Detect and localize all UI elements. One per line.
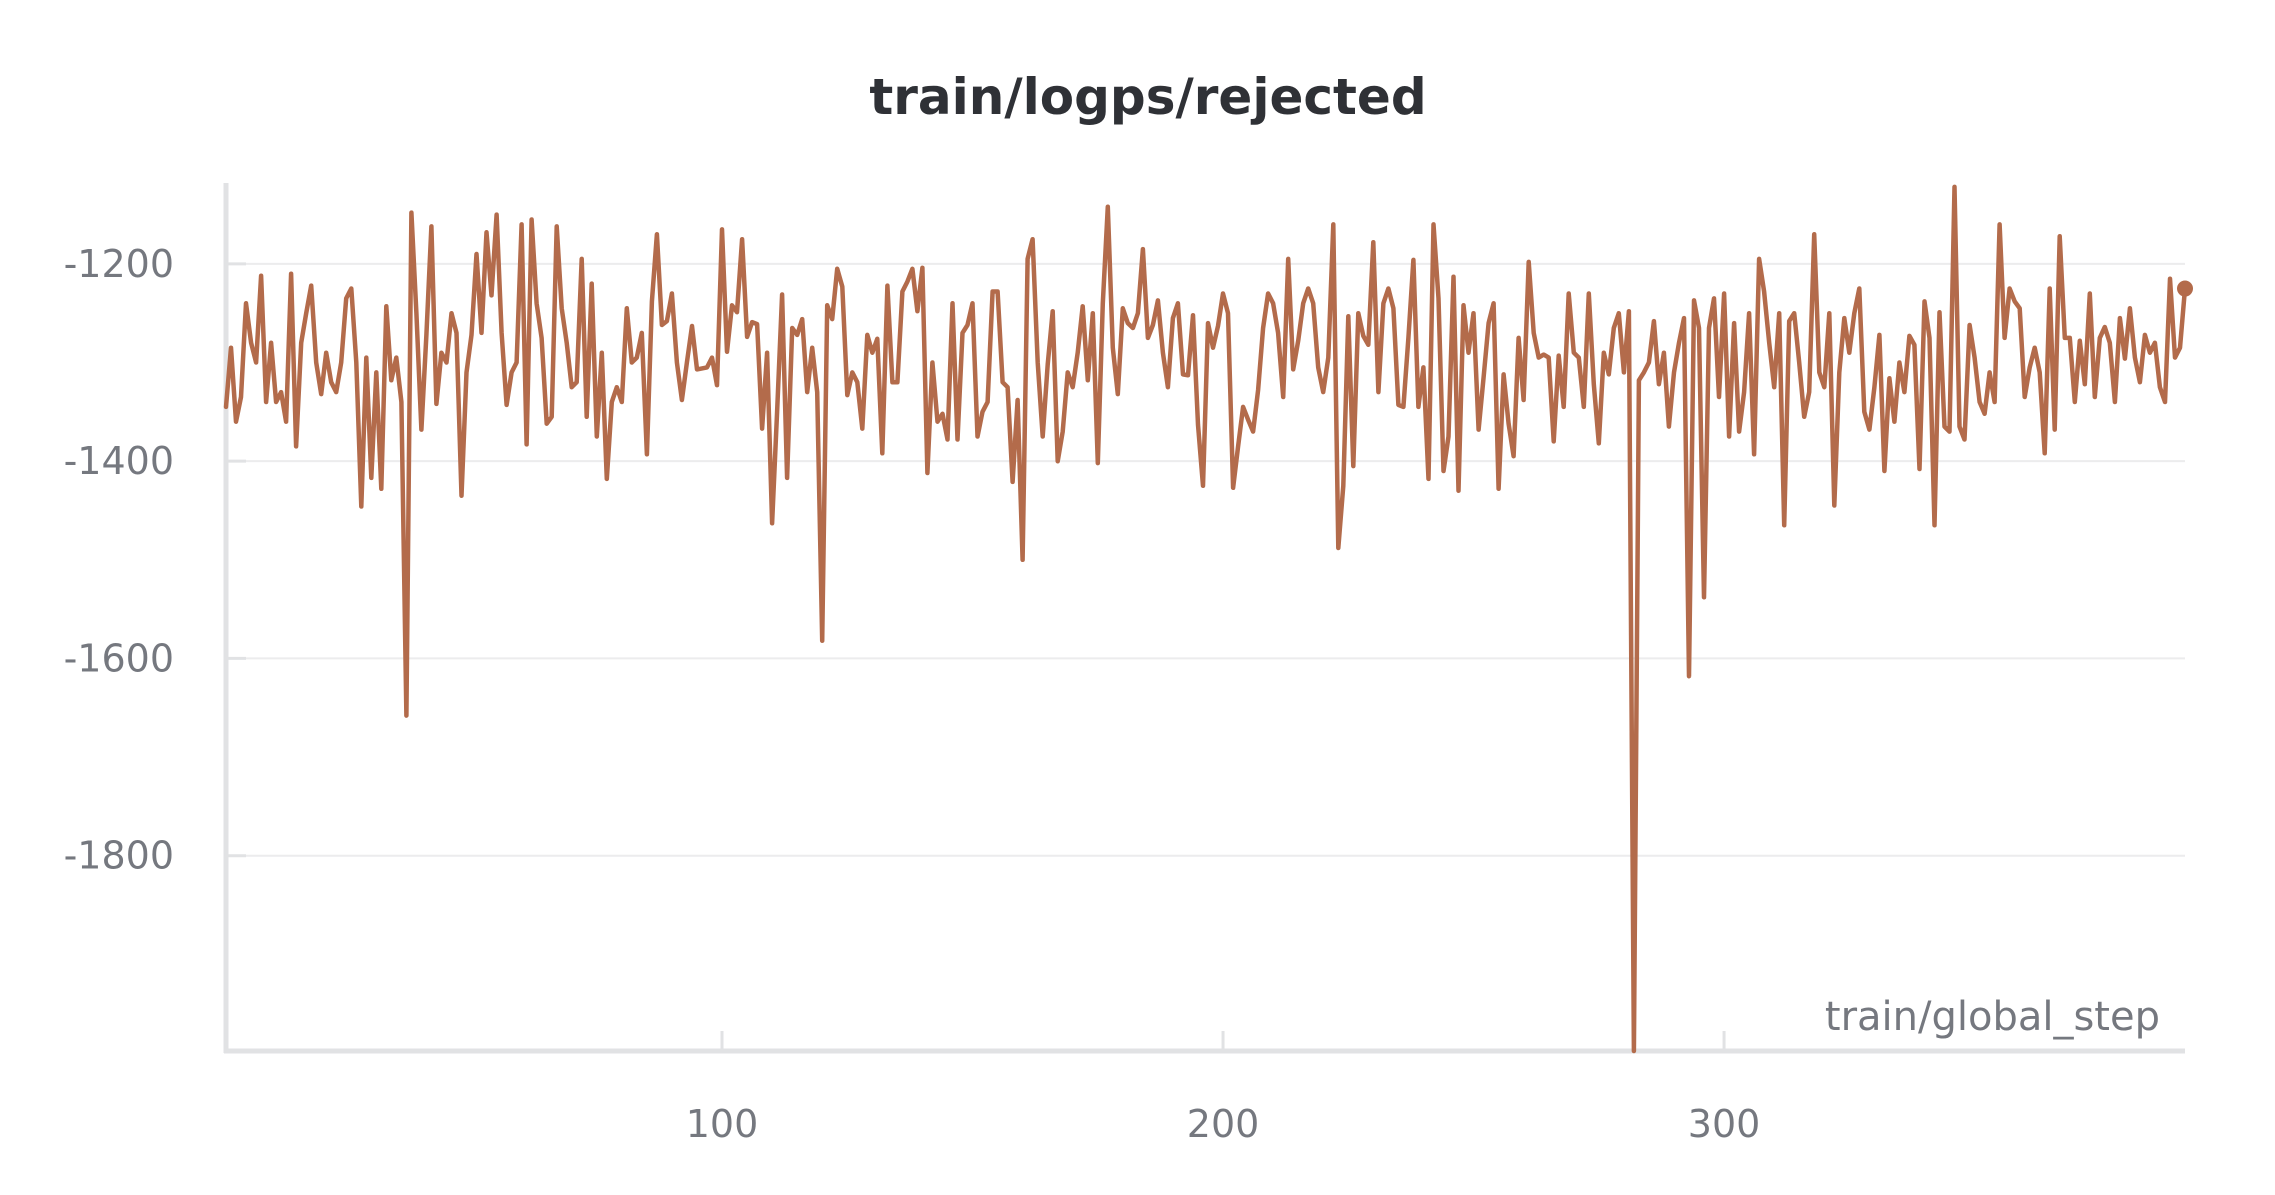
series-layer bbox=[223, 184, 2193, 1054]
x-tick-label: 100 bbox=[686, 1102, 759, 1146]
x-tick-label: 300 bbox=[1688, 1102, 1761, 1146]
y-tick-label: -1400 bbox=[64, 439, 174, 483]
y-axis-ticks: -1200 -1400 -1600 -1800 bbox=[64, 242, 246, 878]
chart-title: train/logps/rejected bbox=[869, 68, 1426, 126]
gridlines bbox=[226, 262, 2185, 857]
x-axis-label: train/global_step bbox=[1825, 994, 2160, 1040]
y-tick-label: -1600 bbox=[64, 636, 174, 680]
x-tick-label: 200 bbox=[1187, 1102, 1260, 1146]
y-tick-label: -1800 bbox=[64, 834, 174, 878]
y-tick-label: -1200 bbox=[64, 242, 174, 286]
x-axis-ticks: 100 200 300 bbox=[686, 1031, 1761, 1146]
last-point-marker bbox=[2177, 280, 2193, 297]
series-line bbox=[223, 184, 2188, 1054]
